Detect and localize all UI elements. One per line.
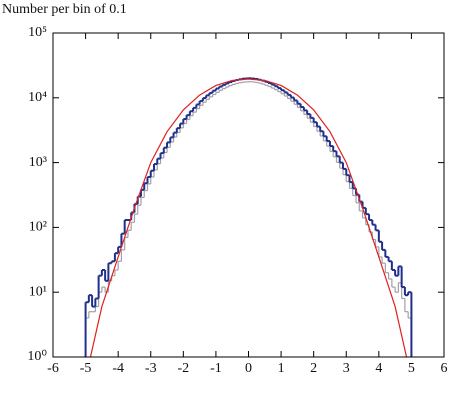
x-tick-label: 3 — [343, 361, 350, 376]
x-tick-label: 6 — [441, 361, 448, 376]
x-tick-label: -3 — [145, 361, 157, 376]
x-tick-label: -6 — [47, 361, 59, 376]
y-tick-label: 10¹ — [29, 284, 47, 299]
y-tick-label: 10⁵ — [28, 25, 47, 40]
x-tick-label: 5 — [408, 361, 415, 376]
y-tick-label: 10⁰ — [27, 349, 47, 364]
y-tick-label: 10³ — [29, 155, 47, 170]
x-tick-label: 4 — [375, 361, 382, 376]
x-tick-label: -5 — [80, 361, 92, 376]
x-tick-label: 2 — [310, 361, 317, 376]
fit-curve — [89, 78, 408, 358]
x-tick-label: 1 — [278, 361, 285, 376]
x-tick-label: -4 — [112, 361, 124, 376]
y-tick-label: 10⁴ — [28, 90, 47, 105]
x-tick-label: -2 — [177, 361, 189, 376]
plot-frame — [52, 32, 445, 358]
x-tick-label: -1 — [210, 361, 222, 376]
chart-title: Number per bin of 0.1 — [2, 2, 127, 17]
x-tick-label: 0 — [245, 361, 252, 376]
y-tick-label: 10² — [29, 220, 47, 235]
